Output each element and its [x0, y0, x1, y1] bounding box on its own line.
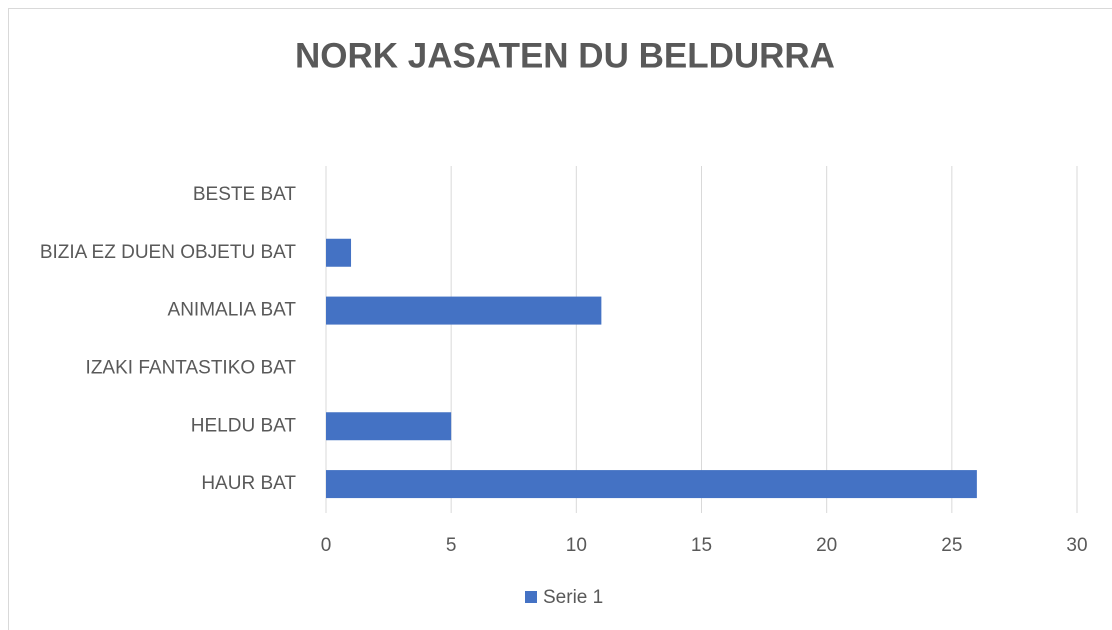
x-tick-label: 20 [816, 535, 837, 556]
y-tick-label: ANIMALIA BAT [168, 300, 297, 321]
bar [326, 470, 977, 499]
x-tick-label: 30 [1066, 535, 1087, 556]
y-tick-label: HELDU BAT [191, 415, 297, 436]
legend-swatch [525, 591, 537, 603]
y-tick-label: BESTE BAT [193, 184, 297, 205]
y-tick-label: BIZIA EZ DUEN OBJETU BAT [40, 242, 297, 263]
x-tick-label: 15 [691, 535, 712, 556]
x-tick-label: 0 [321, 535, 332, 556]
chart-title: NORK JASATEN DU BELDURRA [295, 36, 835, 75]
x-tick-label: 10 [566, 535, 587, 556]
bar [326, 412, 452, 441]
x-tick-label: 25 [941, 535, 962, 556]
bar [326, 296, 602, 325]
x-tick-label: 5 [446, 535, 457, 556]
y-tick-label: HAUR BAT [201, 473, 296, 494]
bar [326, 238, 352, 267]
y-tick-label: IZAKI FANTASTIKO BAT [86, 357, 297, 378]
legend-label: Serie 1 [543, 587, 603, 608]
